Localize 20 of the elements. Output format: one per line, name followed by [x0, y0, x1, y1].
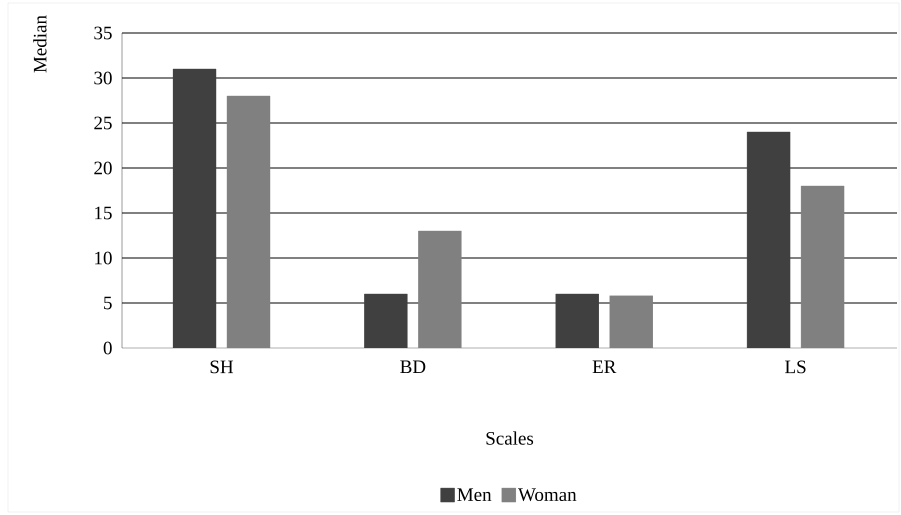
y-axis-title: Median	[33, 15, 47, 72]
y-tick-label: 0	[104, 342, 112, 354]
legend-label: Woman	[518, 488, 576, 502]
y-tick-label: 10	[95, 252, 112, 264]
y-tick-label: 15	[95, 206, 112, 220]
x-tick-label: LS	[785, 360, 806, 374]
y-tick-label: 20	[94, 162, 112, 174]
bar	[172, 68, 216, 348]
x-tick-label: ER	[592, 360, 616, 373]
y-tick-label: 35	[94, 26, 112, 40]
x-tick-label: SH	[210, 360, 234, 374]
x-tick-label: BD	[400, 360, 426, 374]
y-tick-label: 30	[94, 72, 112, 84]
x-axis-title: Scales	[486, 431, 534, 445]
y-tick-label: 5	[104, 296, 112, 310]
bar	[364, 294, 408, 348]
y-tick-label: 25	[94, 116, 112, 130]
bar	[556, 294, 599, 348]
bar	[746, 132, 790, 348]
legend-label: Men	[457, 488, 492, 502]
